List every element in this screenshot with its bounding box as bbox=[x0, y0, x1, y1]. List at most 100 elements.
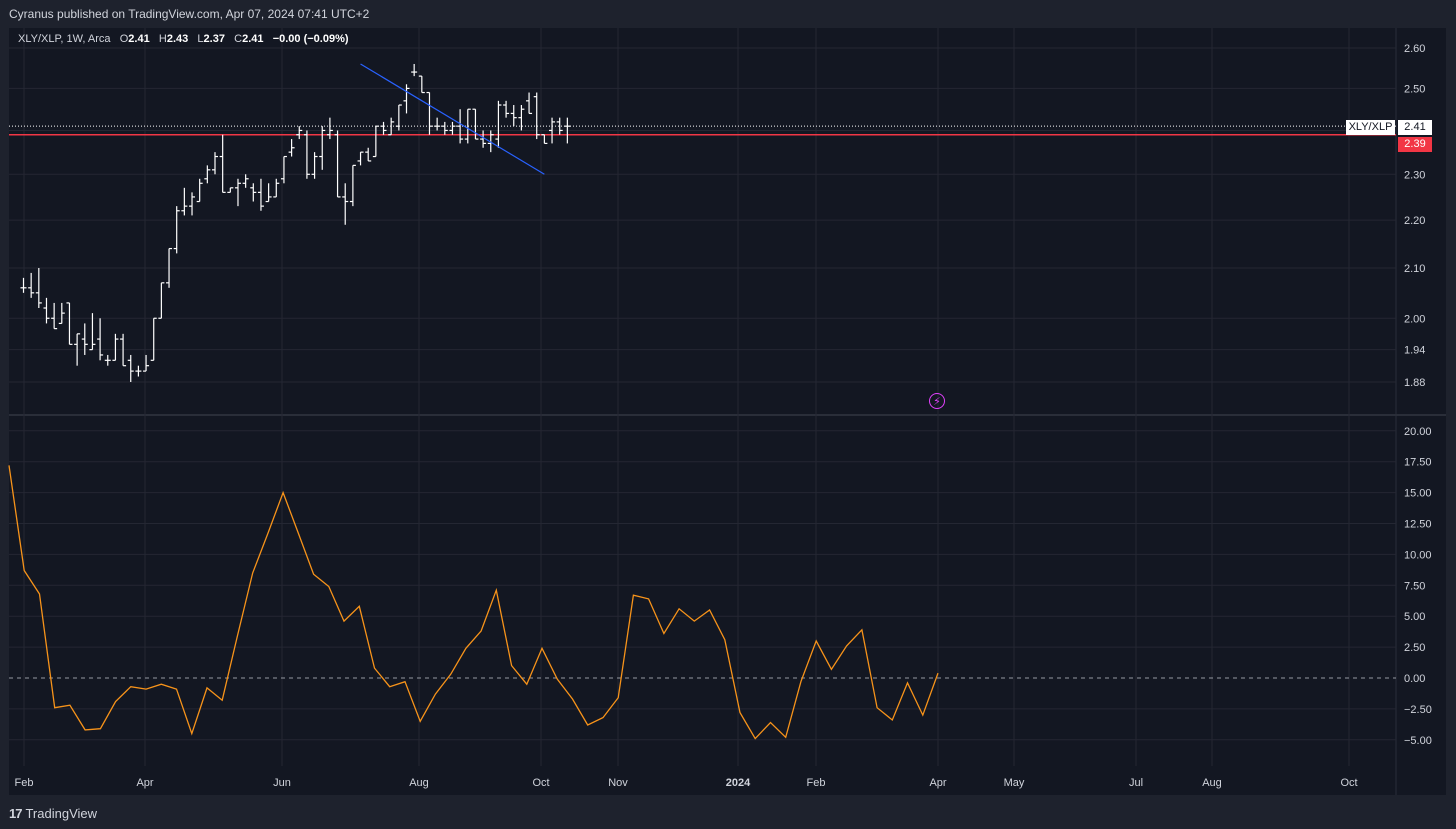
osc-tick-label: 7.50 bbox=[1404, 580, 1425, 592]
x-tick-label: Apr bbox=[929, 777, 946, 789]
ohlc-bar bbox=[143, 354, 150, 372]
ohlc-bar bbox=[503, 100, 510, 118]
ohlc-bar bbox=[234, 178, 241, 207]
x-tick-label: Jun bbox=[273, 777, 291, 789]
ohlc-bar bbox=[319, 126, 326, 170]
ohlc-bar bbox=[380, 121, 387, 135]
ohlc-bar bbox=[365, 147, 372, 162]
footer-bar bbox=[0, 795, 1456, 829]
ohlc-bar bbox=[541, 134, 548, 145]
osc-tick-label: 20.00 bbox=[1404, 426, 1432, 438]
ohlc-bar bbox=[280, 155, 287, 184]
osc-tick-label: 5.00 bbox=[1404, 611, 1425, 623]
ohlc-bar bbox=[227, 187, 234, 193]
ohlc-bar bbox=[28, 272, 35, 298]
ohlc-bar bbox=[296, 126, 303, 140]
x-tick-label: Aug bbox=[409, 777, 429, 789]
ohlc-bar bbox=[342, 183, 349, 225]
price-tick-label: 2.10 bbox=[1404, 263, 1425, 275]
ohlc-bar bbox=[556, 117, 563, 135]
ohlc-bar bbox=[388, 117, 395, 136]
ohlc-bar bbox=[480, 130, 487, 148]
ohlc-bar bbox=[311, 152, 318, 179]
ohlc-bar bbox=[426, 91, 433, 135]
osc-tick-label: −2.50 bbox=[1404, 704, 1432, 716]
ohlc-bar bbox=[196, 178, 203, 203]
last-price-flag: 2.41 bbox=[1398, 120, 1432, 135]
legend-open: 2.41 bbox=[128, 33, 150, 45]
ohlc-bar bbox=[411, 63, 418, 77]
price-tick-label: 2.30 bbox=[1404, 169, 1425, 181]
ohlc-bar bbox=[97, 318, 104, 361]
x-tick-label: Jul bbox=[1129, 777, 1143, 789]
tradingview-logo[interactable]: 17 TradingView bbox=[9, 806, 97, 821]
legend-open-label: O bbox=[119, 33, 129, 45]
ohlc-bar bbox=[265, 183, 272, 203]
ohlc-bar bbox=[89, 313, 96, 351]
x-tick-label: Feb bbox=[15, 777, 34, 789]
osc-tick-label: 15.00 bbox=[1404, 488, 1432, 500]
x-tick-label: Apr bbox=[136, 777, 153, 789]
ohlc-bar bbox=[204, 165, 211, 184]
ohlc-bar bbox=[81, 323, 88, 355]
ohlc-bar bbox=[242, 174, 249, 188]
ohlc-bar bbox=[303, 130, 310, 179]
ohlc-bar bbox=[418, 75, 425, 94]
osc-tick-label: 10.00 bbox=[1404, 549, 1432, 561]
ohlc-bar bbox=[526, 92, 533, 115]
ohlc-bar bbox=[74, 333, 81, 366]
legend-change: −0.00 (−0.09%) bbox=[272, 33, 349, 45]
ohlc-bar bbox=[395, 104, 402, 131]
legend-close-label: C bbox=[234, 33, 243, 45]
ohlc-bar bbox=[58, 302, 65, 325]
legend-high: 2.43 bbox=[166, 33, 189, 45]
ohlc-bar bbox=[127, 354, 134, 382]
tradingview-brand: TradingView bbox=[25, 806, 98, 821]
ohlc-bar bbox=[66, 302, 73, 345]
ohlc-bar bbox=[120, 333, 127, 367]
ohlc-bar bbox=[150, 317, 157, 361]
osc-tick-label: 17.50 bbox=[1404, 457, 1432, 469]
x-tick-label: Nov bbox=[608, 777, 628, 789]
osc-tick-label: 2.50 bbox=[1404, 642, 1425, 654]
price-tick-label: 2.00 bbox=[1404, 313, 1425, 325]
symbol-flag: XLY/XLP bbox=[1346, 120, 1395, 135]
x-tick-label: May bbox=[1004, 777, 1025, 789]
x-tick-label: Aug bbox=[1202, 777, 1222, 789]
lightning-icon[interactable]: ⚡ bbox=[929, 393, 945, 409]
legend-symbol[interactable]: XLY/XLP, 1W, Arca bbox=[18, 33, 111, 45]
ohlc-bar bbox=[357, 151, 364, 166]
legend-low-label: L bbox=[197, 33, 204, 45]
ohlc-bar bbox=[104, 354, 111, 366]
ohlc-bar bbox=[112, 333, 119, 361]
ohlc-bar bbox=[457, 109, 464, 144]
ohlc-bar bbox=[349, 164, 356, 207]
ohlc-bar bbox=[20, 277, 27, 293]
ohlc-bar bbox=[173, 206, 180, 254]
legend-close: 2.41 bbox=[242, 33, 264, 45]
ohlc-bar bbox=[219, 134, 226, 193]
ohlc-bar bbox=[472, 108, 479, 140]
x-tick-label: Oct bbox=[532, 777, 549, 789]
tradingview-mark-icon: 17 bbox=[9, 806, 23, 821]
ohlc-bar bbox=[43, 297, 50, 324]
ohlc-bar bbox=[495, 100, 502, 148]
ohlc-bar bbox=[334, 130, 341, 198]
chart-area[interactable] bbox=[9, 28, 1446, 795]
ohlc-bar bbox=[326, 117, 333, 140]
ohlc-bar bbox=[288, 139, 295, 157]
osc-tick-label: −5.00 bbox=[1404, 735, 1432, 747]
ohlc-bar bbox=[372, 125, 379, 158]
level-price-flag: 2.39 bbox=[1398, 137, 1432, 152]
ohlc-bar bbox=[250, 183, 257, 202]
ohlc-bar bbox=[564, 117, 571, 144]
ohlc-bar bbox=[51, 302, 58, 330]
ohlc-bar bbox=[135, 365, 142, 377]
ohlc-bar bbox=[212, 152, 218, 175]
ohlc-bar bbox=[166, 247, 173, 288]
price-tick-label: 2.60 bbox=[1404, 43, 1425, 55]
header-bar: Cyranus published on TradingView.com, Ap… bbox=[0, 0, 1456, 28]
ohlc-bar bbox=[518, 105, 525, 131]
symbol-legend[interactable]: XLY/XLP, 1W, Arca O2.41 H2.43 L2.37 C2.4… bbox=[18, 33, 349, 45]
